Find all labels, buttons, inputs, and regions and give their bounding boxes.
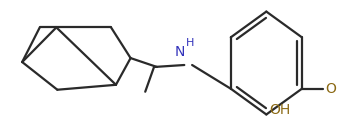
- Text: O: O: [325, 82, 336, 96]
- Text: H: H: [186, 38, 195, 48]
- Text: OH: OH: [269, 103, 291, 117]
- Text: N: N: [174, 45, 185, 59]
